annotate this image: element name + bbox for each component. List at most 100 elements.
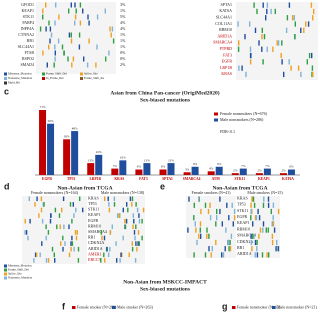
- mutation-cell: [311, 52, 313, 59]
- mutation-cell: [276, 40, 278, 46]
- mutation-cell: [232, 221, 234, 227]
- mutation-cell: [270, 208, 272, 215]
- mutation-cell: [274, 8, 276, 15]
- mutation-cell: [277, 246, 279, 252]
- mutation-cell: [250, 239, 253, 246]
- mutation-cell: [262, 202, 265, 208]
- mutation-cell: [105, 56, 107, 62]
- gene-label: PTPRD: [220, 46, 233, 51]
- mutation-cell: [108, 50, 110, 56]
- mutation-cell: [124, 218, 126, 224]
- value-label: 4%: [209, 167, 214, 171]
- percent-label: 3%: [120, 2, 126, 7]
- mutation-cell: [135, 202, 137, 207]
- mutation-cell: [96, 14, 99, 20]
- mutation-cell: [245, 71, 247, 78]
- mutation-cell: [200, 233, 202, 239]
- x-tick-label: TP53: [67, 177, 75, 181]
- mutation-cell: [60, 241, 62, 246]
- mutation-cell: [110, 32, 112, 38]
- mutation-cell: [250, 202, 252, 208]
- mutation-cell: [57, 38, 60, 44]
- mutation-cell: [210, 252, 212, 258]
- mutation-cell: [45, 26, 47, 32]
- mutation-cell: [122, 235, 124, 241]
- gene-label: EGFR: [237, 214, 248, 219]
- mutation-cell: [193, 215, 195, 221]
- mutation-cell: [293, 15, 295, 21]
- mutation-cell: [257, 208, 259, 215]
- mutation-cell: [40, 207, 43, 213]
- gene-label: STK11: [88, 207, 99, 212]
- mutation-cell: [229, 246, 232, 252]
- mutation-cell: [272, 202, 275, 208]
- gene-label: GFOD1: [21, 2, 34, 7]
- mutation-cell: [39, 252, 41, 258]
- mutation-cell: [100, 258, 102, 263]
- legend-label: Missense_Mutation: [8, 264, 32, 268]
- mutation-cell: [215, 239, 217, 246]
- mutation-cell: [229, 239, 231, 246]
- mutation-cell: [249, 46, 252, 52]
- gene-label: EGFR: [222, 59, 233, 64]
- value-label: 16%: [120, 156, 126, 160]
- mutation-cell: [131, 241, 133, 246]
- mutation-cell: [281, 59, 283, 65]
- mutation-cell: [96, 44, 98, 50]
- mutation-cell: [290, 65, 292, 71]
- gene-label: ARID1A: [88, 246, 103, 251]
- mutation-cell: [249, 52, 252, 59]
- mutation-cell: [109, 230, 111, 235]
- bar: [183, 172, 191, 175]
- mutation-cell: [49, 218, 52, 224]
- mutation-cell: [56, 224, 58, 230]
- mutation-cell: [267, 196, 270, 202]
- mutation-cell: [294, 34, 296, 40]
- mutation-cell: [25, 230, 28, 235]
- value-label: 71%: [40, 105, 46, 109]
- bar: [191, 166, 199, 175]
- value-label: 2%: [233, 168, 238, 172]
- mutation-cell: [233, 215, 236, 221]
- mutation-cell: [283, 71, 285, 78]
- mutation-cell: [95, 62, 97, 68]
- legend-label: Male nonsmokers (N=286): [220, 117, 264, 122]
- mutation-cell: [141, 218, 143, 224]
- group-label: Male smokers (N=15): [247, 190, 283, 195]
- mutation-cell: [70, 32, 72, 38]
- mutation-cell: [263, 196, 265, 202]
- mutation-cell: [141, 235, 143, 241]
- mutation-cell: [100, 230, 102, 235]
- mutation-cell: [262, 221, 265, 227]
- mutation-cell: [193, 252, 195, 258]
- mutation-cell: [53, 252, 55, 258]
- mutation-cell: [72, 56, 75, 62]
- mutation-cell: [258, 215, 261, 221]
- panel-title: Non-Asian from TCGA: [57, 185, 112, 191]
- mutation-cell: [271, 221, 273, 227]
- legend-label: In_Frame_Del: [46, 76, 64, 80]
- group-label: Female smokers (N=41): [192, 190, 232, 195]
- mutation-cell: [103, 252, 105, 258]
- mutation-cell: [82, 207, 84, 213]
- mutation-cell: [255, 215, 258, 221]
- mutation-cell: [119, 258, 121, 263]
- mutation-cell: [67, 56, 69, 62]
- mutation-cell: [208, 233, 210, 239]
- x-tick-label: ATM: [212, 177, 221, 181]
- mutation-cell: [33, 258, 35, 263]
- mutation-cell: [124, 224, 127, 230]
- legend-swatch: [4, 272, 7, 276]
- mutation-cell: [237, 46, 240, 52]
- panel-letter: f: [62, 301, 66, 311]
- mutation-cell: [254, 239, 257, 246]
- mutation-cell: [68, 252, 71, 258]
- percent-label: 1%: [120, 8, 126, 13]
- mutation-cell: [221, 221, 223, 227]
- bar: [287, 169, 295, 175]
- mutation-cell: [68, 8, 70, 14]
- mutation-cell: [137, 241, 139, 246]
- x-tick-label: SPTA1: [162, 177, 173, 181]
- mutation-cell: [194, 221, 196, 227]
- mutation-cell: [230, 233, 233, 239]
